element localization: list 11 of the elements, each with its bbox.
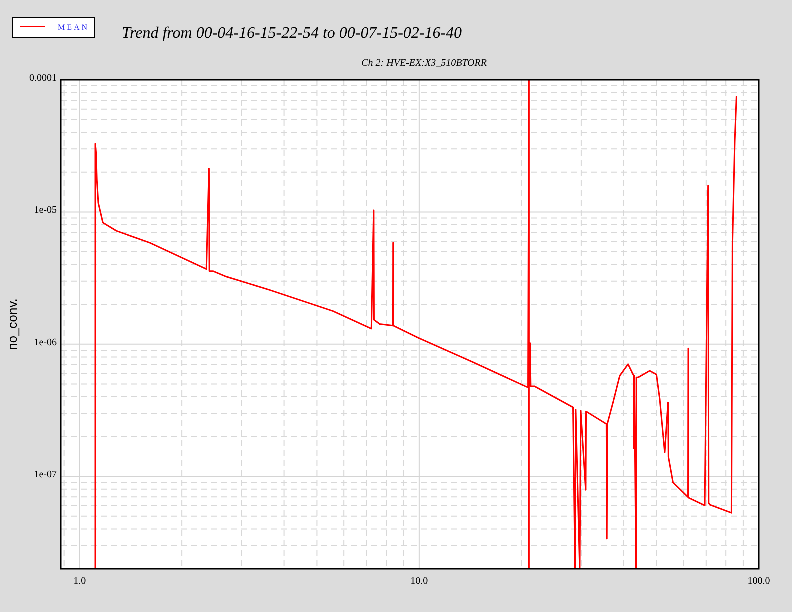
y-tick-label: 0.0001 (30, 73, 57, 84)
y-tick-label: 1e-05 (34, 205, 57, 216)
y-axis-title: no_conv. (5, 298, 20, 350)
y-tick-label: 1e-07 (34, 470, 57, 481)
legend-label: MEAN (58, 23, 90, 32)
x-tick-label: 100.0 (748, 576, 770, 588)
chart-title: Trend from 00-04-16-15-22-54 to 00-07-15-02-16-40 (122, 25, 462, 42)
y-tick-label: 1e-06 (34, 337, 57, 348)
x-tick-label: 10.0 (410, 576, 428, 588)
x-tick-label: 1.0 (74, 576, 86, 588)
chart-subtitle: Ch 2: HVE-EX:X3_510BTORR (362, 58, 487, 69)
